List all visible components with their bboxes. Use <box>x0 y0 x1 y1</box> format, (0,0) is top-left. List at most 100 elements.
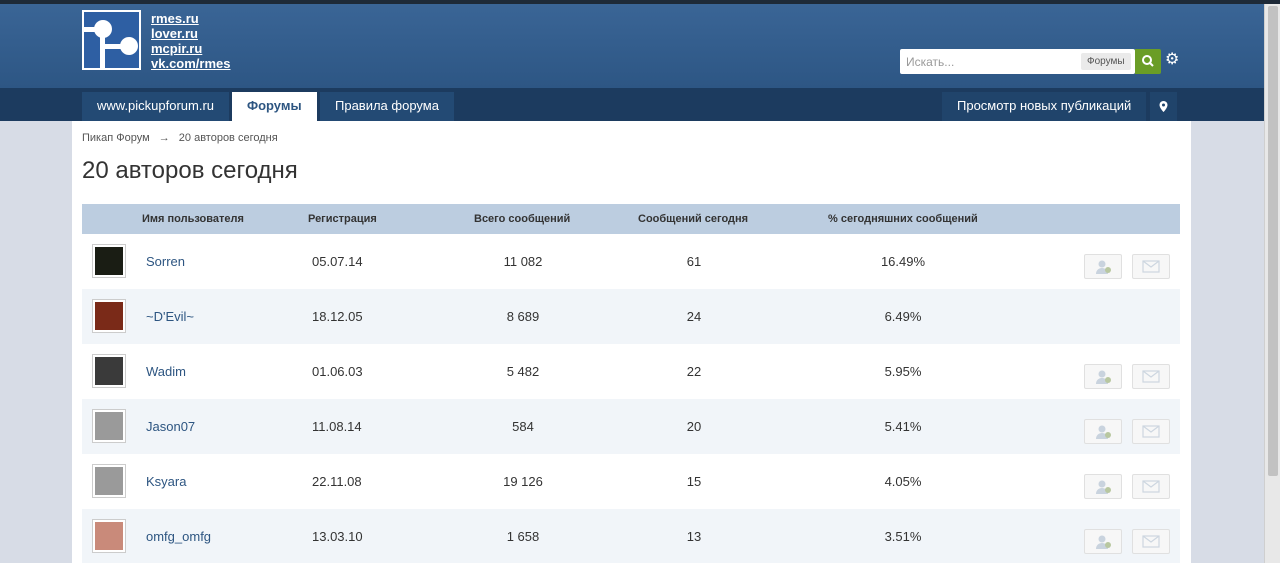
username-link[interactable]: Jason07 <box>146 419 196 434</box>
breadcrumb-home[interactable]: Пикап Форум <box>82 132 150 144</box>
nav-item-forums[interactable]: Форумы <box>232 92 317 121</box>
header-link-rmes[interactable]: rmes.ru <box>151 11 199 26</box>
search-scope-selector[interactable]: Форумы <box>1081 53 1131 70</box>
table-row: omfg_omfg 13.03.10 1 658 13 3.51% <box>82 509 1180 563</box>
add-friend-button[interactable] <box>1084 364 1122 389</box>
today-posts: 13 <box>686 529 702 544</box>
header-link-vk[interactable]: vk.com/rmes <box>151 56 231 71</box>
today-percent: 5.95% <box>884 364 922 379</box>
avatar-image <box>95 247 123 275</box>
search-icon <box>1142 55 1154 67</box>
avatar[interactable] <box>92 299 126 333</box>
table-row: Jason07 11.08.14 584 20 5.41% <box>82 399 1180 454</box>
envelope-icon <box>1142 480 1160 493</box>
gear-icon[interactable]: ⚙ <box>1165 51 1180 68</box>
total-posts: 1 658 <box>506 529 540 544</box>
registration-date: 05.07.14 <box>312 254 363 269</box>
add-friend-button[interactable] <box>1084 529 1122 554</box>
envelope-icon <box>1142 260 1160 273</box>
send-message-button[interactable] <box>1132 529 1170 554</box>
registration-date: 01.06.03 <box>312 364 363 379</box>
add-friend-button[interactable] <box>1084 474 1122 499</box>
table-header: Имя пользователя Регистрация Всего сообщ… <box>82 204 1180 234</box>
nav-item-rules[interactable]: Правила форума <box>320 92 454 121</box>
add-friend-icon <box>1096 370 1111 384</box>
search-button[interactable] <box>1135 49 1161 74</box>
page-title: 20 авторов сегодня <box>82 157 298 184</box>
column-header-registered[interactable]: Регистрация <box>308 213 377 225</box>
envelope-icon <box>1142 535 1160 548</box>
column-header-today-posts[interactable]: Сообщений сегодня <box>638 213 749 225</box>
send-message-button[interactable] <box>1132 419 1170 444</box>
today-percent: 5.41% <box>884 419 922 434</box>
breadcrumb-current: 20 авторов сегодня <box>178 132 278 144</box>
site-header <box>0 4 1264 88</box>
total-posts: 19 126 <box>503 474 543 489</box>
registration-date: 11.08.14 <box>312 419 362 434</box>
today-posts: 22 <box>686 364 702 379</box>
registration-date: 13.03.10 <box>312 529 363 544</box>
avatar[interactable] <box>92 519 126 553</box>
authors-table: Имя пользователя Регистрация Всего сообщ… <box>82 204 1180 563</box>
today-posts: 15 <box>686 474 702 489</box>
table-row: Wadim 01.06.03 5 482 22 5.95% <box>82 344 1180 399</box>
registration-date: 22.11.08 <box>312 474 362 489</box>
envelope-icon <box>1142 370 1160 383</box>
add-friend-button[interactable] <box>1084 254 1122 279</box>
today-posts: 24 <box>686 309 702 324</box>
avatar[interactable] <box>92 354 126 388</box>
avatar-image <box>95 412 123 440</box>
send-message-button[interactable] <box>1132 474 1170 499</box>
breadcrumb: Пикап Форум → 20 авторов сегодня <box>82 132 284 144</box>
column-header-username[interactable]: Имя пользователя <box>142 213 244 225</box>
avatar-image <box>95 357 123 385</box>
avatar-image <box>95 522 123 550</box>
add-friend-icon <box>1096 425 1111 439</box>
username-link[interactable]: Sorren <box>146 254 186 269</box>
avatar[interactable] <box>92 244 126 278</box>
search-box: Форумы <box>900 49 1135 74</box>
send-message-button[interactable] <box>1132 254 1170 279</box>
page-scrollbar[interactable] <box>1264 4 1280 563</box>
search-input[interactable] <box>900 49 1080 74</box>
today-percent: 4.05% <box>884 474 922 489</box>
avatar-image <box>95 467 123 495</box>
avatar[interactable] <box>92 464 126 498</box>
table-row: Ksyara 22.11.08 19 126 15 4.05% <box>82 454 1180 509</box>
map-pin-button[interactable] <box>1150 92 1177 121</box>
add-friend-button[interactable] <box>1084 419 1122 444</box>
column-header-total-posts[interactable]: Всего сообщений <box>474 213 571 225</box>
table-row: Sorren 05.07.14 11 082 61 16.49% <box>82 234 1180 289</box>
total-posts: 8 689 <box>506 309 540 324</box>
site-logo[interactable] <box>82 10 141 70</box>
scrollbar-thumb[interactable] <box>1268 6 1278 476</box>
nav-item-pickupforum[interactable]: www.pickupforum.ru <box>82 92 230 121</box>
header-link-lover[interactable]: lover.ru <box>151 26 198 41</box>
registration-date: 18.12.05 <box>312 309 363 324</box>
total-posts: 5 482 <box>506 364 540 379</box>
envelope-icon <box>1142 425 1160 438</box>
avatar[interactable] <box>92 409 126 443</box>
header-links: rmes.ru lover.ru mcpir.ru vk.com/rmes <box>151 11 231 71</box>
add-friend-icon <box>1096 260 1111 274</box>
username-link[interactable]: Wadim <box>146 364 186 379</box>
total-posts: 584 <box>512 419 534 434</box>
today-percent: 16.49% <box>880 254 926 269</box>
breadcrumb-separator: → <box>158 132 170 144</box>
column-header-percent[interactable]: % сегодняшних сообщений <box>828 213 978 225</box>
new-posts-link[interactable]: Просмотр новых публикаций <box>942 92 1147 121</box>
today-percent: 3.51% <box>884 529 922 544</box>
total-posts: 11 082 <box>503 254 543 269</box>
window-top-strip <box>0 0 1280 4</box>
today-posts: 61 <box>686 254 702 269</box>
today-percent: 6.49% <box>884 309 922 324</box>
username-link[interactable]: ~D'Evil~ <box>146 309 195 324</box>
map-pin-icon <box>1159 101 1168 112</box>
send-message-button[interactable] <box>1132 364 1170 389</box>
table-body: Sorren 05.07.14 11 082 61 16.49% ~D'Evil~ 18.1… <box>82 234 1180 563</box>
username-link[interactable]: Ksyara <box>146 474 187 489</box>
avatar-image <box>95 302 123 330</box>
header-link-mcpir[interactable]: mcpir.ru <box>151 41 203 56</box>
username-link[interactable]: omfg_omfg <box>146 529 212 544</box>
add-friend-icon <box>1096 480 1111 494</box>
